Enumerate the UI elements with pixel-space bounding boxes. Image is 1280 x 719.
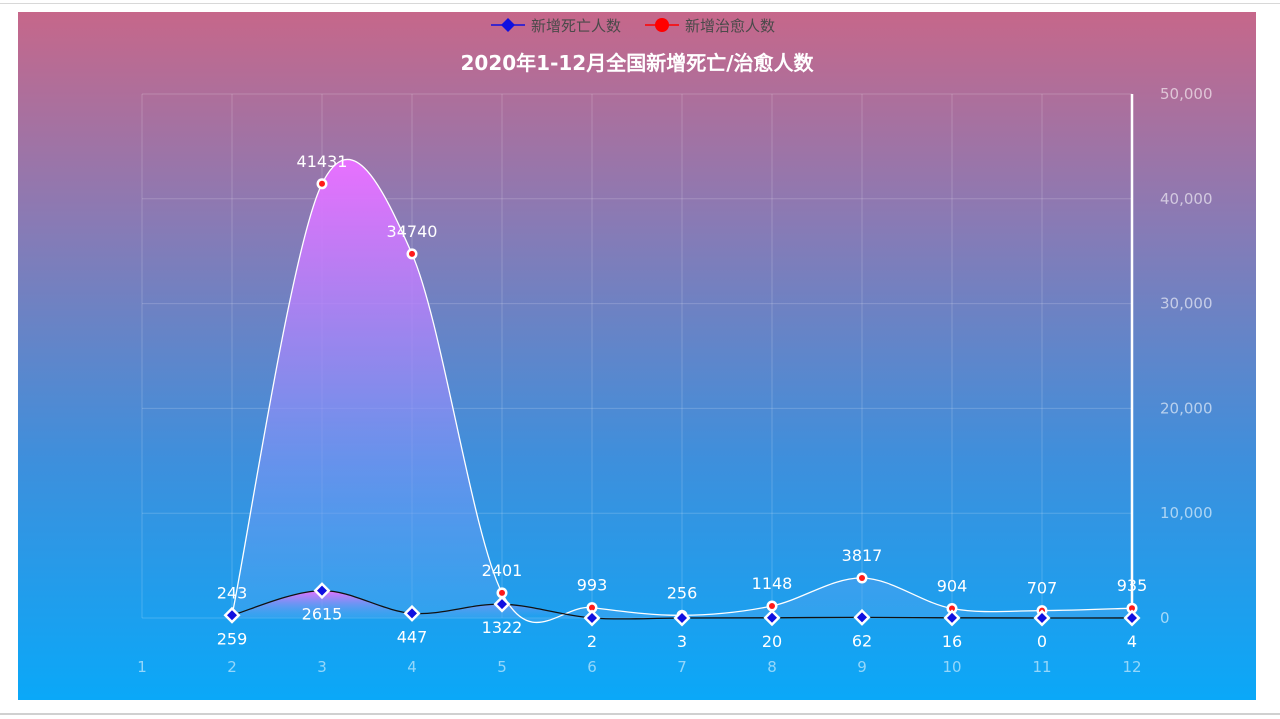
point-recovered xyxy=(409,251,415,257)
data-label-recovered: 993 xyxy=(577,576,608,595)
y-tick-label: 30,000 xyxy=(1160,295,1213,313)
point-recovered xyxy=(859,575,865,581)
data-label-deaths: 16 xyxy=(942,632,962,651)
x-tick-label: 8 xyxy=(767,658,777,676)
y-tick-label: 20,000 xyxy=(1160,399,1213,417)
legend-item-deaths[interactable]: 新增死亡人数 xyxy=(491,17,621,35)
data-label-recovered: 707 xyxy=(1027,579,1058,598)
x-tick-label: 3 xyxy=(317,658,327,676)
legend: 新增死亡人数 新增治愈人数 xyxy=(491,17,775,35)
x-axis-ticks: 1 2 3 4 5 6 7 8 9 10 11 12 xyxy=(137,658,1141,676)
legend-diamond-icon xyxy=(501,18,515,32)
data-label-deaths: 4 xyxy=(1127,632,1137,651)
x-tick-label: 6 xyxy=(587,658,597,676)
data-label-recovered: 256 xyxy=(667,583,698,602)
data-label-deaths: 0 xyxy=(1037,632,1047,651)
data-label-deaths: 2615 xyxy=(302,605,343,624)
point-recovered xyxy=(769,603,775,609)
data-label-recovered: 34740 xyxy=(387,222,438,241)
data-label-deaths: 20 xyxy=(762,632,782,651)
data-label-deaths: 2 xyxy=(587,632,597,651)
data-label-deaths: 1322 xyxy=(482,618,523,637)
x-tick-label: 7 xyxy=(677,658,687,676)
data-label-deaths: 62 xyxy=(852,631,872,650)
data-label-recovered: 41431 xyxy=(297,152,348,171)
data-label-recovered: 904 xyxy=(937,577,968,596)
data-label-deaths: 447 xyxy=(397,627,428,646)
data-label-deaths: 259 xyxy=(217,629,248,648)
data-label-recovered: 2401 xyxy=(482,561,523,580)
y-tick-label: 50,000 xyxy=(1160,85,1213,103)
point-recovered xyxy=(319,181,325,187)
y-axis-ticks: 0 10,000 20,000 30,000 40,000 50,000 xyxy=(1160,85,1213,627)
data-label-recovered: 935 xyxy=(1117,576,1148,595)
data-label-recovered: 243 xyxy=(217,583,248,602)
chart-title: 2020年1-12月全国新增死亡/治愈人数 xyxy=(460,51,814,75)
data-label-deaths: 3 xyxy=(677,632,687,651)
y-tick-label: 0 xyxy=(1160,609,1170,627)
bottom-rule xyxy=(0,713,1280,715)
x-tick-label: 5 xyxy=(497,658,507,676)
x-tick-label: 12 xyxy=(1122,658,1141,676)
x-tick-label: 4 xyxy=(407,658,417,676)
x-tick-label: 10 xyxy=(942,658,961,676)
x-tick-label: 11 xyxy=(1032,658,1051,676)
data-label-recovered: 1148 xyxy=(752,574,793,593)
legend-label-deaths: 新增死亡人数 xyxy=(531,17,621,35)
y-tick-label: 10,000 xyxy=(1160,504,1213,522)
legend-circle-icon xyxy=(655,18,669,32)
point-recovered xyxy=(499,590,505,596)
legend-item-recovered[interactable]: 新增治愈人数 xyxy=(645,17,775,35)
legend-label-recovered: 新增治愈人数 xyxy=(685,17,775,35)
data-label-recovered: 3817 xyxy=(842,546,883,565)
x-tick-label: 2 xyxy=(227,658,237,676)
y-tick-label: 40,000 xyxy=(1160,190,1213,208)
x-tick-label: 9 xyxy=(857,658,867,676)
x-tick-label: 1 xyxy=(137,658,147,676)
